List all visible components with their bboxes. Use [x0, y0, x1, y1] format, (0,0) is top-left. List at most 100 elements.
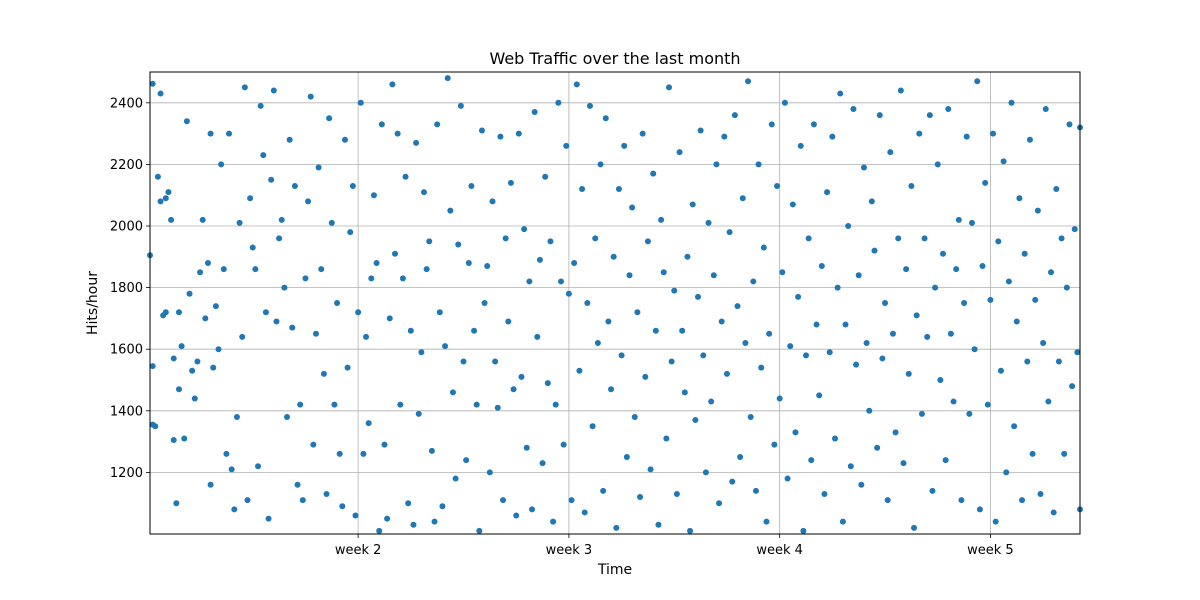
data-point — [1005, 278, 1012, 285]
data-point — [853, 361, 860, 368]
data-point — [818, 263, 825, 270]
data-point — [178, 343, 185, 350]
data-point — [431, 518, 438, 525]
data-point — [352, 512, 359, 519]
data-point — [428, 447, 435, 454]
data-point — [924, 333, 931, 340]
data-point — [702, 469, 709, 476]
data-point — [855, 272, 862, 279]
data-point — [315, 164, 322, 171]
data-point — [157, 198, 164, 205]
data-point — [175, 309, 182, 316]
data-point — [863, 340, 870, 347]
data-point — [963, 133, 970, 140]
data-point — [478, 127, 485, 134]
data-point — [990, 130, 997, 137]
data-point — [529, 506, 536, 513]
data-point — [449, 389, 456, 396]
data-point — [689, 201, 696, 208]
data-point — [903, 266, 910, 273]
data-point — [997, 367, 1004, 374]
data-point — [1066, 121, 1073, 128]
data-point — [257, 102, 264, 109]
data-point — [845, 223, 852, 229]
data-point — [971, 346, 978, 353]
data-point — [207, 481, 214, 488]
data-point — [249, 244, 256, 251]
data-point — [892, 429, 899, 436]
data-point — [797, 142, 804, 149]
data-point — [947, 330, 954, 337]
data-point — [687, 527, 694, 534]
data-point — [318, 266, 325, 273]
data-point — [615, 186, 622, 193]
data-point — [389, 81, 396, 88]
data-point — [876, 112, 883, 119]
chart-title: Web Traffic over the last month — [489, 49, 740, 68]
data-point — [534, 333, 541, 340]
data-point — [642, 373, 649, 380]
data-point — [226, 130, 233, 137]
data-point — [871, 247, 878, 254]
data-point — [705, 219, 712, 226]
x-tick-label: week 4 — [756, 543, 803, 558]
data-point — [900, 460, 907, 467]
data-point — [273, 318, 280, 325]
data-point — [760, 244, 767, 251]
data-point — [895, 235, 902, 242]
data-point — [386, 315, 393, 322]
data-point — [781, 99, 788, 106]
data-point — [932, 284, 939, 291]
data-point — [1021, 250, 1028, 257]
data-point — [602, 115, 609, 122]
y-tick-label: 2400 — [110, 96, 143, 111]
data-point — [655, 521, 662, 528]
data-point — [813, 321, 820, 328]
data-point — [365, 420, 372, 427]
data-point — [218, 161, 225, 168]
data-point — [413, 139, 420, 146]
y-tick-label: 1400 — [110, 404, 143, 419]
data-point — [694, 293, 701, 300]
data-point — [181, 435, 188, 442]
data-point — [376, 527, 383, 534]
data-point — [1008, 99, 1015, 106]
data-point — [668, 358, 675, 365]
data-point — [789, 201, 796, 208]
data-point — [278, 216, 285, 223]
data-point — [905, 370, 912, 377]
data-point — [212, 303, 219, 310]
data-point — [976, 506, 983, 513]
data-point — [979, 263, 986, 270]
data-point — [260, 152, 267, 159]
data-point — [1045, 398, 1052, 405]
data-point — [800, 527, 807, 534]
data-point — [165, 189, 172, 196]
data-point — [560, 441, 567, 448]
data-point — [489, 198, 496, 205]
x-axis: week 2 week 3 week 4 week 5 — [335, 534, 1014, 558]
data-point — [154, 173, 161, 180]
data-point — [987, 296, 994, 303]
data-point — [381, 441, 388, 448]
data-point — [299, 497, 306, 504]
data-point — [882, 300, 889, 306]
data-point — [420, 189, 427, 196]
data-point — [215, 346, 222, 353]
data-point — [515, 130, 522, 137]
data-point — [945, 105, 952, 112]
data-point — [384, 515, 391, 522]
data-point — [557, 278, 564, 285]
data-point — [239, 333, 246, 340]
data-point — [363, 333, 370, 340]
data-point — [1048, 269, 1055, 276]
data-point — [452, 475, 459, 482]
data-point — [565, 290, 572, 297]
data-point — [307, 93, 314, 100]
data-point — [584, 300, 591, 306]
data-point — [294, 481, 301, 488]
data-point — [423, 266, 430, 273]
data-point — [955, 216, 962, 223]
data-point — [608, 386, 615, 393]
data-point — [323, 490, 330, 497]
